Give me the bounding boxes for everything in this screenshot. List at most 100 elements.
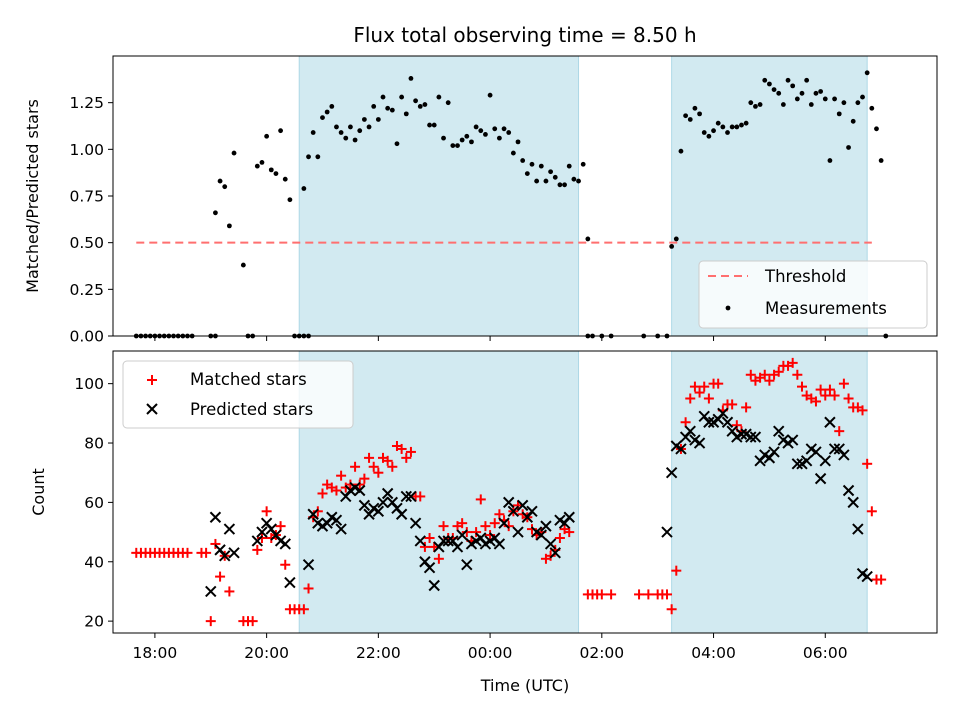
- x-tick-label: 18:00: [133, 644, 178, 662]
- predicted-marker-stroke: [684, 425, 696, 437]
- predicted-marker-stroke: [726, 425, 738, 437]
- measurement-point: [580, 161, 586, 167]
- matched-marker: [745, 369, 756, 380]
- predicted-marker-stroke: [740, 428, 752, 440]
- measurement-point: [673, 236, 679, 242]
- top-x-ticks: [154, 336, 826, 341]
- measurement-point: [445, 100, 451, 106]
- y-tick-label: 60: [84, 494, 104, 512]
- measurement-point: [683, 113, 689, 119]
- matched-marker: [364, 452, 375, 463]
- legend-threshold-label: Threshold: [764, 267, 846, 286]
- predicted-marker-stroke: [824, 416, 836, 428]
- measurement-point: [352, 137, 358, 143]
- matched-marker: [224, 586, 235, 597]
- matched-star-markers: [131, 357, 887, 627]
- predicted-marker-stroke: [223, 523, 236, 535]
- matched-marker: [741, 402, 752, 413]
- measurement-point: [273, 171, 279, 177]
- predicted-marker: [786, 434, 799, 446]
- measurement-point: [776, 90, 782, 96]
- predicted-marker: [661, 526, 673, 538]
- predicted-marker-stroke: [549, 547, 561, 559]
- measurement-point: [515, 139, 521, 145]
- measurement-point: [343, 135, 349, 141]
- measurement-point: [334, 124, 339, 130]
- predicted-marker-stroke: [475, 532, 487, 544]
- measurement-point: [799, 90, 805, 96]
- y-tick-label: 40: [84, 553, 104, 571]
- predicted-marker-stroke: [735, 428, 748, 440]
- predicted-marker: [684, 425, 696, 437]
- matched-marker: [317, 488, 328, 499]
- bottom-legend-box: [122, 360, 354, 429]
- measurement-point: [557, 182, 563, 188]
- measurement-point: [287, 197, 293, 203]
- predicted-marker-stroke: [395, 508, 408, 520]
- measurement-point: [855, 100, 861, 106]
- y-tick-label: 0.25: [69, 281, 104, 299]
- measurement-point: [780, 102, 786, 107]
- measurement-point: [310, 130, 316, 135]
- predicted-marker: [219, 550, 231, 562]
- predicted-marker: [409, 517, 422, 529]
- predicted-marker-stroke: [405, 490, 417, 503]
- measurement-point: [427, 122, 432, 128]
- measurement-point: [455, 143, 460, 149]
- measurement-point: [822, 96, 828, 102]
- matched-marker: [671, 565, 682, 576]
- predicted-marker: [842, 484, 855, 497]
- predicted-marker: [768, 446, 780, 458]
- predicted-marker: [819, 455, 831, 467]
- measurement-point: [240, 262, 246, 268]
- matched-marker: [182, 547, 193, 558]
- measurement-point: [669, 244, 675, 249]
- matched-marker: [280, 559, 291, 570]
- predicted-marker-stroke: [717, 407, 729, 420]
- measurement-point: [389, 107, 395, 113]
- measurement-point: [734, 124, 740, 130]
- predicted-marker: [544, 538, 557, 550]
- matched-marker: [396, 443, 407, 454]
- matched-marker: [419, 541, 430, 552]
- measurement-point: [431, 122, 437, 128]
- predicted-marker-stroke: [349, 481, 361, 494]
- measurement-point: [385, 105, 391, 111]
- predicted-marker: [442, 535, 454, 547]
- y-tick-label: 100: [74, 375, 104, 393]
- bottom-axes-frame: [112, 350, 938, 634]
- x-tick-label: 20:00: [244, 644, 289, 662]
- measurement-point: [222, 184, 228, 190]
- measurement-point: [753, 104, 758, 109]
- measurement-point: [757, 102, 763, 107]
- predicted-marker-stroke: [251, 535, 264, 547]
- matched-marker: [796, 381, 807, 392]
- matched-marker: [252, 544, 263, 555]
- measurement-point: [836, 111, 842, 117]
- predicted-marker-stroke: [703, 416, 715, 428]
- matched-marker: [298, 604, 309, 615]
- predicted-marker: [228, 547, 240, 559]
- measurement-point: [771, 87, 777, 92]
- measurement-point: [380, 94, 386, 100]
- legend-predicted-label: Predicted stars: [190, 400, 313, 419]
- matched-marker: [382, 455, 393, 466]
- measurement-point: [548, 169, 554, 175]
- predicted-marker-stroke: [810, 446, 822, 458]
- measurement-point: [534, 178, 540, 184]
- predicted-marker: [516, 499, 529, 512]
- matched-marker: [471, 527, 482, 538]
- legend-cross-stroke: [146, 403, 158, 415]
- predicted-marker: [563, 511, 575, 523]
- matched-marker: [680, 417, 691, 428]
- measurement-point: [324, 109, 330, 115]
- predicted-marker-stroke: [693, 437, 706, 449]
- measurement-point: [254, 163, 260, 169]
- predicted-marker: [209, 511, 222, 523]
- measurement-point: [818, 89, 824, 94]
- predicted-marker-stroke: [759, 449, 771, 461]
- measurement-point: [692, 105, 698, 111]
- predicted-marker-stroke: [535, 529, 548, 541]
- matched-marker: [606, 589, 617, 600]
- predicted-marker-stroke: [270, 529, 282, 541]
